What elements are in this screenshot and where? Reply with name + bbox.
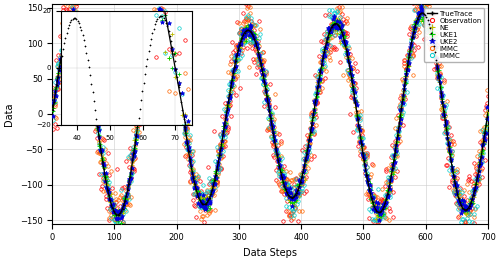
- Legend: TrueTrace, Observation, NE, UKE1, UKE2, IMMC, IIMMC: TrueTrace, Observation, NE, UKE1, UKE2, …: [424, 8, 484, 62]
- Y-axis label: Data: Data: [4, 102, 14, 126]
- X-axis label: Data Steps: Data Steps: [243, 248, 297, 258]
